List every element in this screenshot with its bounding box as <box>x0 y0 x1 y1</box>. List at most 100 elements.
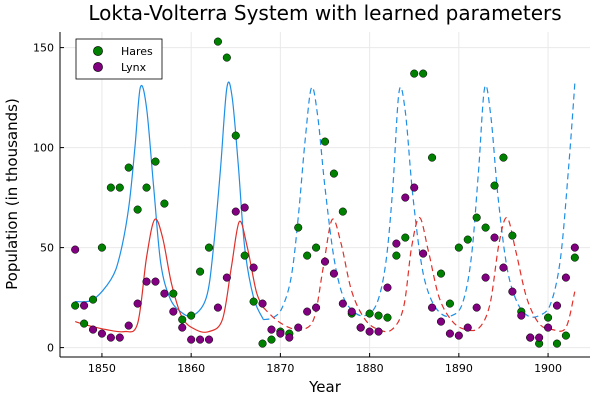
point-hares <box>338 207 347 216</box>
point-hares <box>552 339 562 348</box>
point-hares <box>570 253 579 262</box>
y-ticks: 0 50 100 150 <box>33 42 64 355</box>
point-hares <box>383 313 392 322</box>
legend-box <box>75 38 163 80</box>
point-lynx <box>472 303 481 312</box>
legend-marker-lynx <box>93 62 103 72</box>
point-lynx <box>535 333 544 342</box>
point-lynx <box>97 329 106 338</box>
point-lynx <box>115 333 124 342</box>
legend-label-hares: Hares <box>121 45 153 58</box>
point-hares <box>463 235 472 244</box>
point-lynx <box>294 323 303 332</box>
point-lynx <box>80 301 89 310</box>
curve-lynx_fit <box>75 218 264 333</box>
point-lynx <box>428 303 437 312</box>
point-lynx <box>320 257 330 266</box>
point-lynx <box>249 263 258 272</box>
point-lynx <box>258 299 267 308</box>
point-hares <box>204 243 214 252</box>
x-tick-label: 1900 <box>534 362 562 375</box>
point-hares <box>472 213 481 222</box>
x-tick-label: 1860 <box>177 362 205 375</box>
point-hares <box>312 243 321 252</box>
point-lynx <box>338 299 347 308</box>
x-tick-label: 1890 <box>445 362 473 375</box>
point-lynx <box>383 283 392 292</box>
point-hares <box>178 315 187 324</box>
point-hares <box>303 251 312 260</box>
point-lynx <box>463 323 472 332</box>
point-hares <box>445 299 454 308</box>
point-hares <box>187 311 196 320</box>
point-lynx <box>392 239 401 248</box>
point-hares <box>80 319 89 328</box>
data-points <box>71 37 579 348</box>
point-lynx <box>240 203 249 212</box>
point-lynx <box>481 273 490 282</box>
point-hares <box>544 313 553 322</box>
y-axis-label: Population (in thousands) <box>3 98 21 290</box>
point-hares <box>499 153 508 162</box>
point-lynx <box>285 333 294 342</box>
point-hares <box>374 311 383 320</box>
point-lynx <box>526 333 535 342</box>
point-hares <box>115 183 124 192</box>
point-lynx <box>276 329 285 338</box>
point-lynx <box>490 233 499 242</box>
point-lynx <box>71 245 80 254</box>
point-hares <box>133 205 142 214</box>
point-lynx <box>552 301 562 310</box>
point-hares <box>329 169 338 178</box>
point-lynx <box>133 299 142 308</box>
point-hares <box>160 199 169 208</box>
point-hares <box>169 289 178 298</box>
point-lynx <box>436 317 446 326</box>
point-hares <box>88 295 98 304</box>
point-hares <box>508 231 517 240</box>
point-hares <box>410 69 419 78</box>
point-lynx <box>365 327 374 336</box>
point-lynx <box>142 277 151 286</box>
curve-lynx_forecast <box>262 216 576 333</box>
y-tick-label: 50 <box>40 242 54 255</box>
point-hares <box>106 183 115 192</box>
point-lynx <box>517 311 526 320</box>
point-lynx <box>124 321 133 330</box>
legend: Hares Lynx <box>75 38 163 80</box>
point-hares <box>561 331 570 340</box>
point-hares <box>392 251 401 260</box>
point-lynx <box>570 243 579 252</box>
point-lynx <box>187 335 196 344</box>
x-tick-label: 1870 <box>266 362 294 375</box>
point-hares <box>97 243 106 252</box>
point-lynx <box>356 323 365 332</box>
point-lynx <box>88 325 98 334</box>
point-lynx <box>508 287 517 296</box>
point-hares <box>222 53 231 62</box>
point-lynx <box>499 263 508 272</box>
point-lynx <box>347 307 356 316</box>
point-lynx <box>178 323 187 332</box>
y-tick-label: 100 <box>33 142 54 155</box>
point-lynx <box>401 193 410 202</box>
point-hares <box>320 137 330 146</box>
point-hares <box>401 233 410 242</box>
point-lynx <box>267 325 276 334</box>
point-lynx <box>222 273 231 282</box>
point-hares <box>124 163 133 172</box>
point-lynx <box>196 335 205 344</box>
point-hares <box>258 339 267 348</box>
point-lynx <box>544 323 553 332</box>
point-hares <box>436 269 446 278</box>
point-hares <box>428 153 437 162</box>
point-lynx <box>312 303 321 312</box>
point-hares <box>365 309 374 318</box>
x-ticks: 1850 1860 1870 1880 1890 1900 <box>88 353 562 375</box>
x-tick-label: 1850 <box>88 362 116 375</box>
point-lynx <box>169 307 178 316</box>
y-tick-label: 150 <box>33 42 54 55</box>
point-hares <box>142 183 151 192</box>
point-hares <box>294 223 303 232</box>
